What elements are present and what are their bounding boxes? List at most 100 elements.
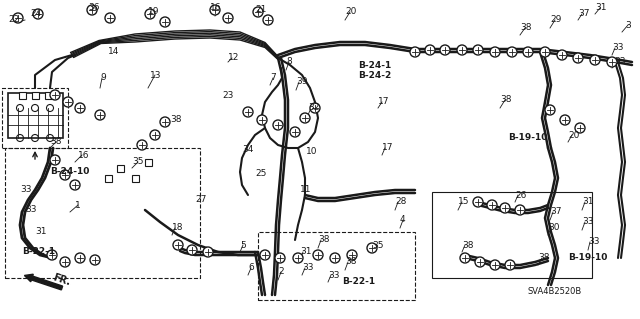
Text: 22: 22 [8,16,19,25]
Circle shape [590,55,600,65]
Circle shape [150,130,160,140]
Circle shape [290,127,300,137]
Text: 38: 38 [520,24,531,33]
Circle shape [75,103,85,113]
Text: B-19-10: B-19-10 [568,254,607,263]
Text: 23: 23 [222,91,234,100]
Text: B-22-1: B-22-1 [22,248,55,256]
Text: 35: 35 [372,241,383,249]
Text: 34: 34 [242,145,253,154]
Circle shape [160,117,170,127]
Text: 33: 33 [20,186,31,195]
Circle shape [75,253,85,263]
Text: 33: 33 [328,271,339,279]
Circle shape [203,247,213,257]
Text: 11: 11 [300,186,312,195]
Text: 33: 33 [614,57,625,66]
Text: 38: 38 [462,241,474,249]
Text: 5: 5 [240,241,246,249]
Text: 1: 1 [75,201,81,210]
Text: 16: 16 [78,151,90,160]
Bar [116,165,124,172]
Text: 20: 20 [345,8,356,17]
Text: 31: 31 [595,4,607,12]
Circle shape [440,45,450,55]
Text: B-22-1: B-22-1 [342,278,375,286]
Circle shape [210,5,220,15]
Circle shape [253,7,263,17]
Text: 8: 8 [286,57,292,66]
Circle shape [105,13,115,23]
Text: 6: 6 [248,263,253,272]
Circle shape [263,15,273,25]
Text: 38: 38 [345,257,356,266]
Text: 20: 20 [568,130,579,139]
Text: 38: 38 [538,254,550,263]
Text: 31: 31 [582,197,593,206]
Text: 10: 10 [306,147,317,157]
Circle shape [47,250,57,260]
Text: B-24-2: B-24-2 [358,70,391,79]
Bar [2,88,68,148]
Text: 28: 28 [395,197,406,206]
Bar [8,93,63,138]
Text: 38: 38 [50,137,61,146]
Text: 33: 33 [25,205,36,214]
Circle shape [425,45,435,55]
Text: 14: 14 [108,48,120,56]
Bar [31,92,38,99]
Circle shape [13,13,23,23]
Text: 26: 26 [515,190,526,199]
Text: 37: 37 [550,207,561,217]
Text: 38: 38 [170,115,182,124]
Text: 13: 13 [150,70,161,79]
Circle shape [90,255,100,265]
Circle shape [293,253,303,263]
Text: SVA4B2520B: SVA4B2520B [528,287,582,296]
Text: 24: 24 [30,10,41,19]
Circle shape [507,47,517,57]
Circle shape [523,47,533,57]
Circle shape [487,200,497,210]
Circle shape [60,257,70,267]
Bar [145,159,152,166]
Text: 4: 4 [400,216,406,225]
Circle shape [50,90,60,100]
Text: 30: 30 [548,224,559,233]
Circle shape [275,253,285,263]
Text: 33: 33 [588,238,600,247]
Circle shape [540,47,550,57]
Circle shape [223,13,233,23]
Text: 33: 33 [302,263,314,272]
Text: B-19-10: B-19-10 [508,133,547,143]
Circle shape [557,50,567,60]
Circle shape [490,260,500,270]
Circle shape [260,250,270,260]
Text: 39: 39 [296,78,307,86]
Circle shape [273,120,283,130]
Text: 2: 2 [278,268,284,277]
Circle shape [187,245,197,255]
Circle shape [160,17,170,27]
Text: 37: 37 [578,10,589,19]
Circle shape [575,123,585,133]
Bar [5,148,200,278]
Circle shape [473,197,483,207]
Circle shape [410,47,420,57]
Circle shape [173,240,183,250]
Circle shape [33,9,43,19]
Text: 15: 15 [458,197,470,206]
Text: 25: 25 [255,168,266,177]
Circle shape [145,9,155,19]
Circle shape [330,253,340,263]
Text: FR.: FR. [52,272,72,287]
Text: 38: 38 [318,235,330,244]
Circle shape [257,115,267,125]
Text: 31: 31 [300,248,312,256]
Circle shape [70,180,80,190]
Circle shape [50,155,60,165]
Text: 16: 16 [210,4,221,12]
Circle shape [560,115,570,125]
Text: B-24-10: B-24-10 [50,167,90,176]
Text: 29: 29 [550,16,561,25]
